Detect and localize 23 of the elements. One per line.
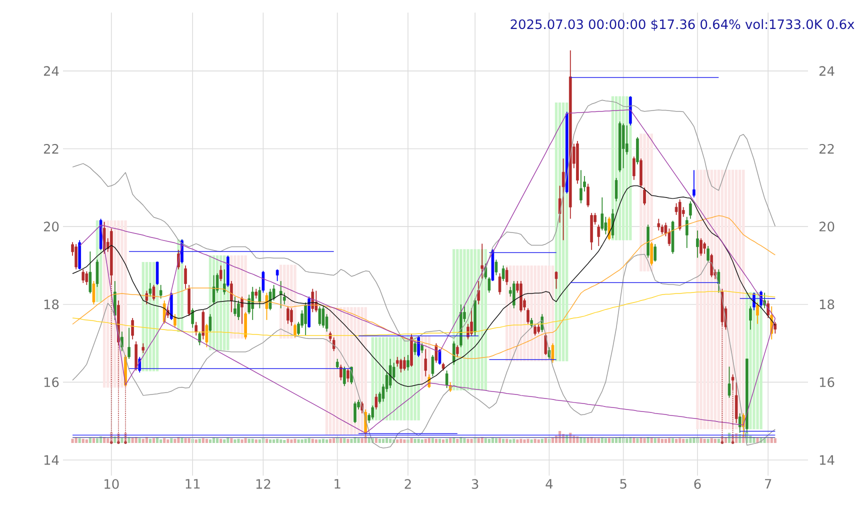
y2-tick-label: 14 xyxy=(820,455,834,465)
x-tick-label: 4 xyxy=(546,479,553,489)
y2-tick-label: 18 xyxy=(820,299,834,310)
x-tick-label: 7 xyxy=(765,479,772,489)
y-tick-label: 16 xyxy=(44,377,59,388)
x-tick-label: 5 xyxy=(620,479,626,489)
y-tick-label: 18 xyxy=(44,299,59,310)
y-tick-label: 20 xyxy=(44,222,59,232)
y2-tick-label: 24 xyxy=(819,66,834,76)
y2-tick-label: 16 xyxy=(820,377,834,388)
y-tick-label: 24 xyxy=(44,66,59,76)
x-tick-label: 3 xyxy=(472,479,478,489)
y2-tick-label: 22 xyxy=(819,144,834,154)
x-tick-label: 2 xyxy=(404,479,411,489)
x-tick-label: 10 xyxy=(104,479,119,489)
chart-title: 2025.07.03 00:00:00 $17.36 0.64% vol:1733.0K 0.6x xyxy=(510,19,854,31)
y-tick-label: 22 xyxy=(44,144,58,154)
x-tick-label: 6 xyxy=(694,479,701,489)
y-tick-label: 14 xyxy=(44,455,59,465)
x-tick-label: 11 xyxy=(186,479,200,489)
x-tick-label: 12 xyxy=(256,479,270,489)
y2-tick-label: 20 xyxy=(819,222,834,232)
x-tick-label: 1 xyxy=(334,479,340,489)
